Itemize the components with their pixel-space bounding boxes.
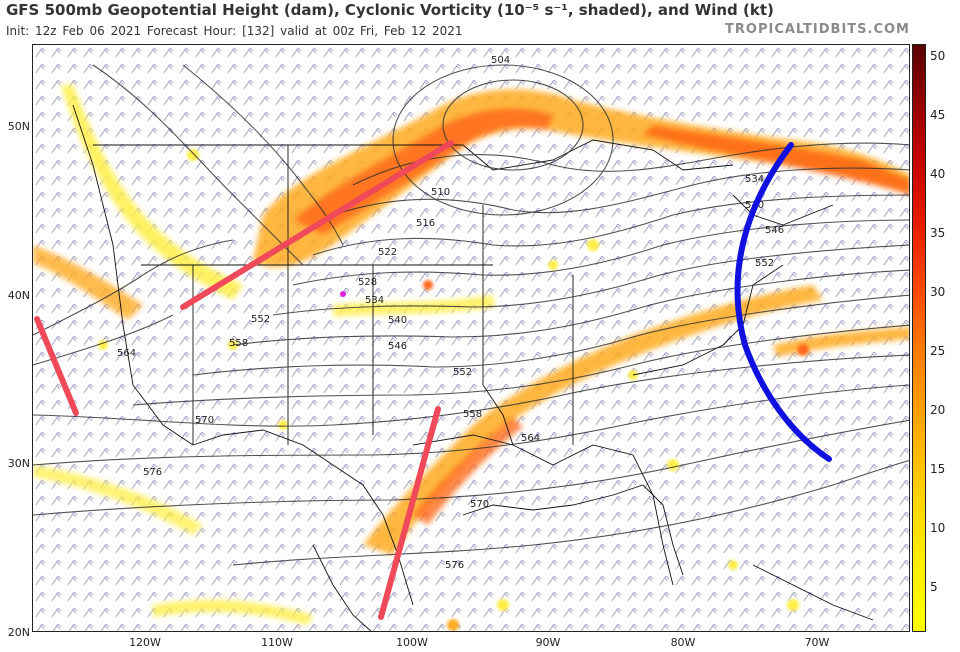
map-canvas: 504 510 516 522 528 534 540 546 552 558 … (33, 45, 909, 631)
contour-label: 570 (195, 415, 214, 426)
contour-label: 546 (388, 341, 407, 352)
colorbar-label: 5 (930, 580, 938, 594)
contour-label: 534 (365, 295, 384, 306)
lat-label-50n: 50N (7, 120, 30, 133)
trough-axis-west (34, 316, 79, 416)
lon-label-80w: 80W (670, 636, 696, 649)
lat-label-40n: 40N (7, 289, 30, 302)
contour-label: 522 (378, 247, 397, 258)
contour-label: 534 (745, 174, 764, 185)
colorbar-label: 35 (930, 226, 946, 240)
contour-label: 564 (117, 348, 136, 359)
site-watermark: TROPICALTIDBITS.COM (725, 22, 910, 37)
colorbar-label: 45 (930, 108, 946, 122)
contour-labels: 504 510 516 522 528 534 540 546 552 558 … (117, 55, 784, 571)
lon-label-110w: 110W (261, 636, 293, 649)
colorbar-label: 50 (930, 49, 946, 63)
colorbar-label: 15 (930, 462, 946, 476)
political-borders (72, 104, 874, 631)
ridge-axis-east (734, 142, 832, 462)
lon-label-70w: 70W (804, 636, 830, 649)
contour-label: 510 (431, 187, 450, 198)
contour-label: 558 (229, 338, 248, 349)
height-contours (33, 64, 909, 566)
contour-label: 576 (143, 467, 162, 478)
colorbar-label: 10 (930, 521, 946, 535)
trough-axis-northwest (180, 140, 454, 310)
lon-label-100w: 100W (396, 636, 428, 649)
trough-axis-south (378, 406, 441, 620)
colorbar-label: 30 (930, 285, 946, 299)
colorbar-label: 40 (930, 167, 946, 181)
low-center-marker (340, 291, 346, 297)
colorbar-label: 25 (930, 344, 946, 358)
contour-label: 576 (445, 560, 464, 571)
lon-label-90w: 90W (535, 636, 561, 649)
contour-label: 558 (463, 409, 482, 420)
contour-label: 570 (470, 499, 489, 510)
map-subtitle: Init: 12z Feb 06 2021 Forecast Hour: [13… (6, 24, 463, 38)
contour-label: 564 (521, 433, 540, 444)
contour-label: 552 (755, 258, 774, 269)
lat-label-20n: 20N (7, 626, 30, 639)
contour-label: 546 (765, 225, 784, 236)
vorticity-speckles (98, 149, 809, 631)
contour-label: 552 (251, 314, 270, 325)
contour-label: 504 (491, 55, 510, 66)
vorticity-colorbar (912, 44, 926, 632)
contour-label: 528 (358, 277, 377, 288)
contour-label: 540 (388, 315, 407, 326)
lat-label-30n: 30N (7, 457, 30, 470)
map-panel: 504 510 516 522 528 534 540 546 552 558 … (32, 44, 910, 632)
map-title: GFS 500mb Geopotential Height (dam), Cyc… (6, 1, 774, 19)
lon-label-120w: 120W (129, 636, 161, 649)
contour-label: 516 (416, 218, 435, 229)
colorbar-label: 20 (930, 403, 946, 417)
contour-label: 552 (453, 367, 472, 378)
